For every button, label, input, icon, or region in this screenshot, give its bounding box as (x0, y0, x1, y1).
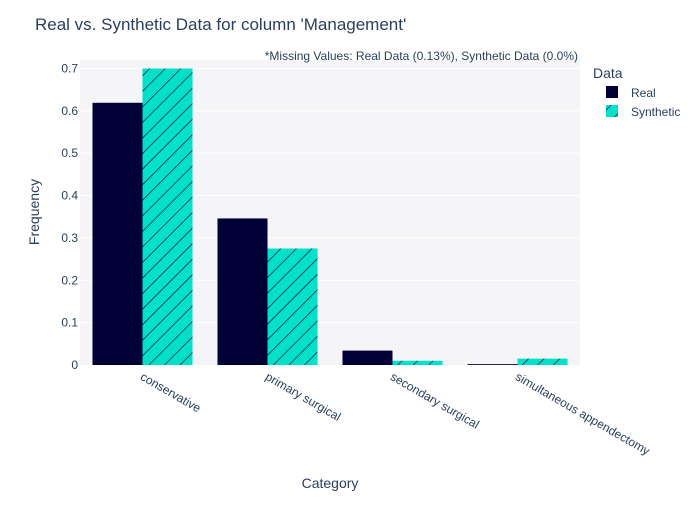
bar-synthetic-2[interactable] (392, 360, 443, 365)
y-tick-label: 0 (71, 358, 78, 372)
bar-real-0[interactable] (92, 102, 143, 365)
bars (92, 68, 568, 365)
chart-title: Real vs. Synthetic Data for column 'Mana… (35, 15, 406, 34)
x-tick-label: secondary surgical (388, 369, 482, 431)
legend-swatch-synthetic (606, 105, 618, 117)
x-tick-label: simultaneous appendectomy (513, 369, 652, 458)
y-tick-label: 0.2 (61, 273, 78, 287)
bar-synthetic-3[interactable] (517, 358, 568, 365)
x-axis-label: Category (302, 475, 359, 491)
x-tick-label: conservative (138, 369, 204, 415)
legend-title: Data (593, 65, 623, 81)
legend: Data Real Synthetic (593, 65, 680, 119)
bar-synthetic-1[interactable] (267, 248, 318, 365)
bar-real-3[interactable] (467, 364, 518, 365)
bar-real-1[interactable] (217, 218, 268, 365)
y-tick-label: 0.1 (61, 316, 78, 330)
bar-real-2[interactable] (342, 350, 393, 365)
y-tick-label: 0.5 (61, 146, 78, 160)
y-axis-ticks: 0 0.1 0.2 0.3 0.4 0.5 0.6 0.7 (61, 61, 78, 372)
legend-item-real[interactable]: Real (606, 86, 656, 100)
legend-label-synthetic: Synthetic (631, 105, 680, 119)
y-tick-label: 0.3 (61, 231, 78, 245)
y-tick-label: 0.7 (61, 61, 78, 75)
y-tick-label: 0.4 (61, 189, 78, 203)
y-axis-label: Frequency (26, 179, 42, 245)
x-tick-label: primary surgical (263, 369, 343, 423)
y-tick-label: 0.6 (61, 104, 78, 118)
x-axis-ticks: conservative primary surgical secondary su… (138, 369, 652, 458)
legend-item-synthetic[interactable]: Synthetic (606, 105, 680, 119)
legend-swatch-real (606, 86, 618, 98)
missing-values-note: *Missing Values: Real Data (0.13%), Synt… (265, 49, 578, 63)
bar-synthetic-0[interactable] (142, 68, 193, 365)
legend-label-real: Real (631, 86, 656, 100)
